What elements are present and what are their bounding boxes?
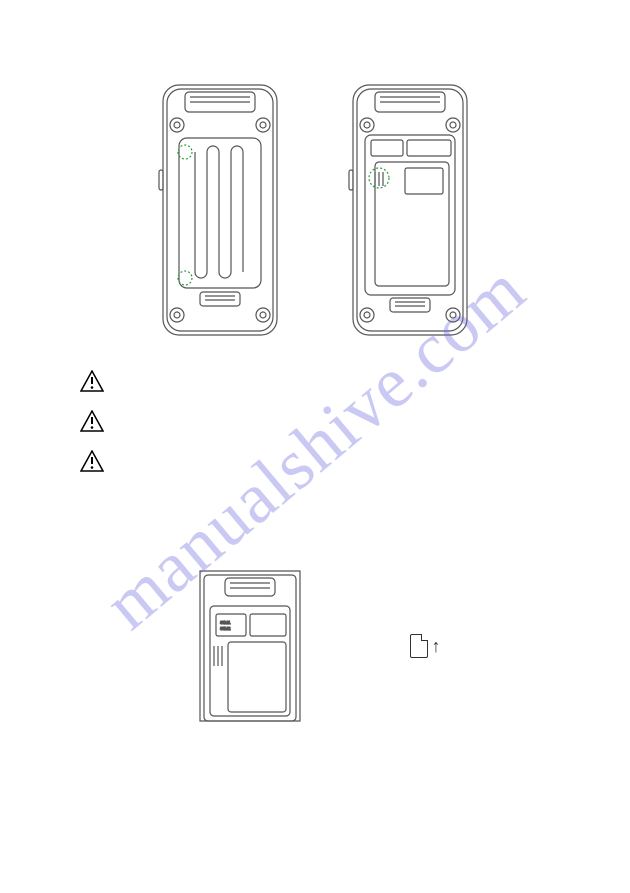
sim-card-icon	[410, 634, 428, 658]
device-sim-slot-diagram: SIM1 SIM2	[190, 566, 310, 726]
warning-item-3	[70, 450, 560, 472]
svg-text:SIM2: SIM2	[220, 626, 231, 631]
warning-triangle-icon	[80, 370, 104, 392]
device-back-open-diagram	[345, 80, 475, 340]
bottom-figure-row: SIM1 SIM2 ↑	[70, 566, 560, 726]
warning-triangle-icon	[80, 410, 104, 432]
device-diagrams-row	[70, 80, 560, 340]
page-container: manualshive.com	[0, 0, 630, 893]
warning-item-2	[70, 410, 560, 432]
sim-insert-icon: ↑	[410, 634, 441, 658]
warning-item-1	[70, 370, 560, 392]
device-back-cover-diagram	[155, 80, 285, 340]
warning-triangle-icon	[80, 450, 104, 472]
svg-text:SIM1: SIM1	[220, 620, 231, 625]
arrow-up-icon: ↑	[432, 636, 441, 657]
section-body-text	[70, 492, 560, 536]
